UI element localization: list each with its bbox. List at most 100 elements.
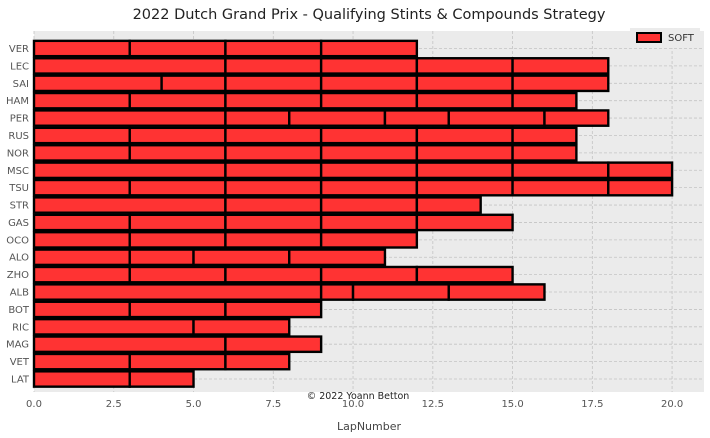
y-tick-label: VET — [10, 357, 30, 368]
stint-bar-tsu — [128, 178, 227, 197]
stint-bar-alb — [351, 283, 450, 301]
stint-bar-lat — [32, 370, 131, 388]
credit-annotation: © 2022 Yoann Betton — [307, 391, 410, 402]
stint-bar-nor — [511, 144, 578, 162]
stint-bar-rus — [32, 126, 131, 145]
stint-bar-mag — [32, 335, 227, 354]
legend-swatch-soft — [636, 32, 662, 43]
stint-bar-ham — [511, 91, 578, 110]
stint-bar-ham — [415, 91, 514, 110]
stint-bar-per — [543, 109, 610, 127]
x-tick-label: 5.0 — [186, 399, 202, 410]
stint-bar-sai — [160, 74, 227, 93]
stint-bar-lat — [128, 370, 195, 388]
x-tick-label: 10.0 — [342, 399, 364, 410]
stint-bar-msc — [319, 161, 419, 180]
stint-bar-tsu — [511, 178, 610, 197]
y-tick-label: LAT — [11, 375, 30, 386]
stint-bar-sai — [415, 74, 514, 93]
stint-bar-msc — [511, 161, 610, 180]
x-axis-label: LapNumber — [337, 420, 402, 433]
y-tick-label: SAI — [13, 79, 29, 90]
stint-bar-bot — [224, 300, 323, 319]
stint-bar-msc — [224, 161, 323, 180]
stint-bar-ham — [319, 91, 419, 110]
legend-label-soft: SOFT — [668, 33, 695, 44]
stint-bar-per — [32, 109, 227, 127]
stint-bar-vet — [224, 352, 291, 371]
stint-bar-vet — [128, 352, 227, 371]
stint-bar-zho — [319, 265, 419, 284]
stint-bar-lec — [224, 57, 323, 75]
y-tick-label: GAS — [8, 218, 29, 229]
bars — [32, 39, 674, 388]
stint-bar-tsu — [32, 178, 131, 197]
stint-bar-ric — [192, 317, 291, 336]
stint-bar-tsu — [224, 178, 323, 197]
x-tick-label: 7.5 — [265, 399, 281, 410]
y-tick-label: RIC — [12, 322, 29, 333]
x-tick-label: 0.0 — [26, 399, 42, 410]
stint-bar-gas — [128, 213, 227, 232]
stint-bar-bot — [128, 300, 227, 319]
stint-bar-sai — [32, 74, 163, 93]
stint-bar-alb — [447, 283, 546, 301]
stint-bar-tsu — [607, 178, 674, 197]
stint-bar-sai — [224, 74, 323, 93]
x-tick-label: 17.5 — [581, 399, 603, 410]
y-tick-label: BOT — [8, 305, 30, 316]
stint-bar-ver — [32, 39, 131, 58]
x-tick-labels: 0.0 2.5 5.0 7.5 10.0 12.5 15.0 17.5 20.0 — [26, 399, 683, 410]
x-tick-label: 2.5 — [106, 399, 122, 410]
stint-bar-alo — [32, 248, 131, 267]
y-tick-label: VER — [9, 44, 29, 55]
stint-bar-msc — [415, 161, 514, 180]
stint-bar-per — [383, 109, 450, 127]
stint-bar-str — [415, 196, 482, 214]
stint-bar-lec — [511, 57, 610, 75]
y-tick-label: MAG — [6, 340, 29, 351]
y-tick-label: PER — [10, 114, 29, 125]
y-tick-label: NOR — [7, 148, 29, 159]
stint-bar-sai — [319, 74, 419, 93]
stint-bar-ham — [224, 91, 323, 110]
stint-bar-per — [447, 109, 546, 127]
y-tick-label: HAM — [6, 96, 29, 107]
stint-bar-rus — [128, 126, 227, 145]
stint-bar-str — [224, 196, 323, 214]
chart-title: 2022 Dutch Grand Prix - Qualifying Stint… — [133, 7, 606, 23]
stint-bar-ver — [319, 39, 419, 58]
stint-bar-zho — [415, 265, 514, 284]
stint-bar-nor — [128, 144, 227, 162]
x-tick-label: 12.5 — [422, 399, 444, 410]
stint-bar-nor — [32, 144, 131, 162]
stint-bar-gas — [32, 213, 131, 232]
stint-bar-oco — [224, 230, 323, 249]
stint-bar-rus — [511, 126, 578, 145]
stint-bar-tsu — [415, 178, 514, 197]
legend: SOFT — [630, 28, 700, 48]
stint-bar-ham — [128, 91, 227, 110]
stint-bar-gas — [319, 213, 419, 232]
y-tick-label: ZHO — [7, 270, 29, 281]
y-tick-label: MSC — [7, 166, 29, 177]
stint-bar-per — [224, 109, 291, 127]
stint-bar-alb — [319, 283, 355, 301]
stint-bar-ver — [128, 39, 227, 58]
stint-bar-ham — [32, 91, 131, 110]
stint-bar-sai — [511, 74, 610, 93]
stint-bar-lec — [415, 57, 514, 75]
stint-bar-zho — [32, 265, 131, 284]
stint-bar-alo — [128, 248, 195, 267]
stint-bar-nor — [415, 144, 514, 162]
y-tick-label: STR — [10, 201, 29, 212]
stint-bar-gas — [224, 213, 323, 232]
stint-bar-msc — [32, 161, 227, 180]
stint-bar-nor — [224, 144, 323, 162]
y-tick-label: TSU — [8, 183, 29, 194]
stint-bar-oco — [319, 230, 419, 249]
stint-bar-rus — [415, 126, 514, 145]
stint-bar-lec — [32, 57, 227, 75]
y-tick-label: ALB — [10, 288, 29, 299]
